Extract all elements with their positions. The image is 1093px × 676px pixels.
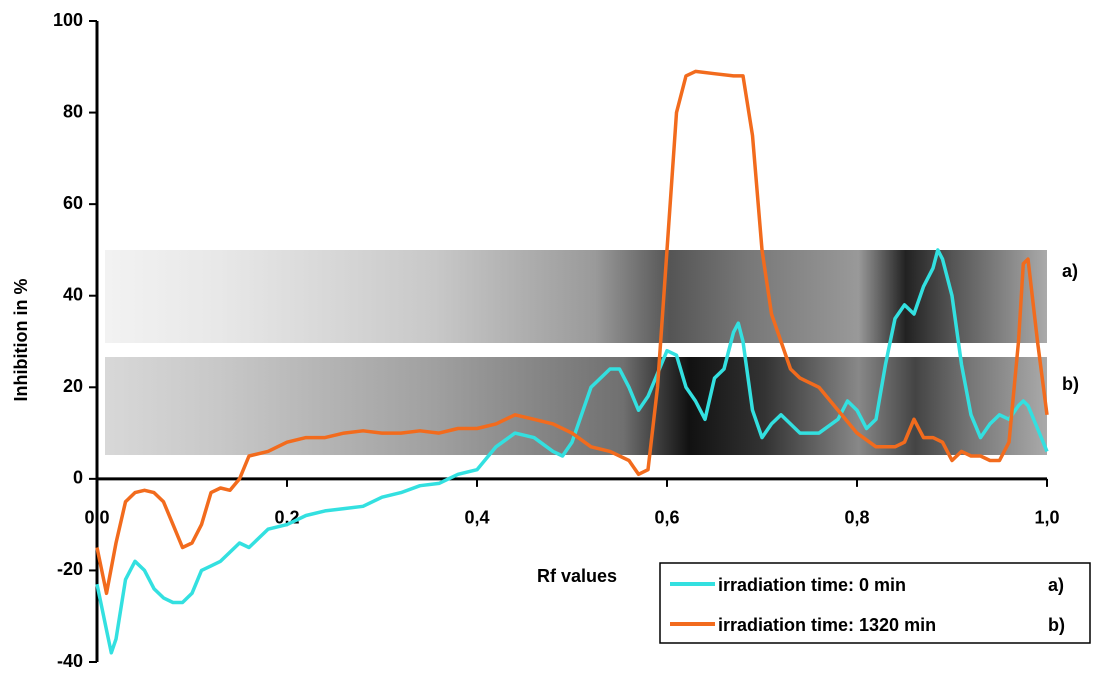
legend-tag: b) bbox=[1048, 615, 1065, 635]
y-tick-label: 40 bbox=[63, 284, 83, 304]
x-tick-label: 1,0 bbox=[1034, 508, 1059, 528]
legend-tag: a) bbox=[1048, 575, 1064, 595]
y-tick-label: 60 bbox=[63, 193, 83, 213]
y-axis-title: Inhibition in % bbox=[11, 279, 31, 402]
x-axis-title: Rf values bbox=[537, 566, 617, 586]
series-line bbox=[95, 69, 1049, 596]
y-tick-label: 20 bbox=[63, 376, 83, 396]
x-tick-label: 0,8 bbox=[844, 508, 869, 528]
legend-box bbox=[659, 562, 1091, 644]
y-tick-label: -40 bbox=[57, 651, 83, 671]
plate-strip bbox=[105, 250, 1047, 343]
strip-label: a) bbox=[1062, 261, 1078, 281]
series-line bbox=[95, 248, 1049, 655]
x-tick-label: 0,6 bbox=[654, 508, 679, 528]
x-tick-label: 0,0 bbox=[84, 508, 109, 528]
y-tick-label: -20 bbox=[57, 559, 83, 579]
y-tick-label: 0 bbox=[73, 468, 83, 488]
legend-label: irradiation time: 0 min bbox=[718, 575, 906, 595]
y-tick-label: 80 bbox=[63, 101, 83, 121]
x-tick-label: 0,4 bbox=[464, 508, 489, 528]
strip-label: b) bbox=[1062, 374, 1079, 394]
y-tick-label: 100 bbox=[53, 10, 83, 30]
plate-strip bbox=[105, 357, 1047, 455]
legend-label: irradiation time: 1320 min bbox=[718, 615, 936, 635]
